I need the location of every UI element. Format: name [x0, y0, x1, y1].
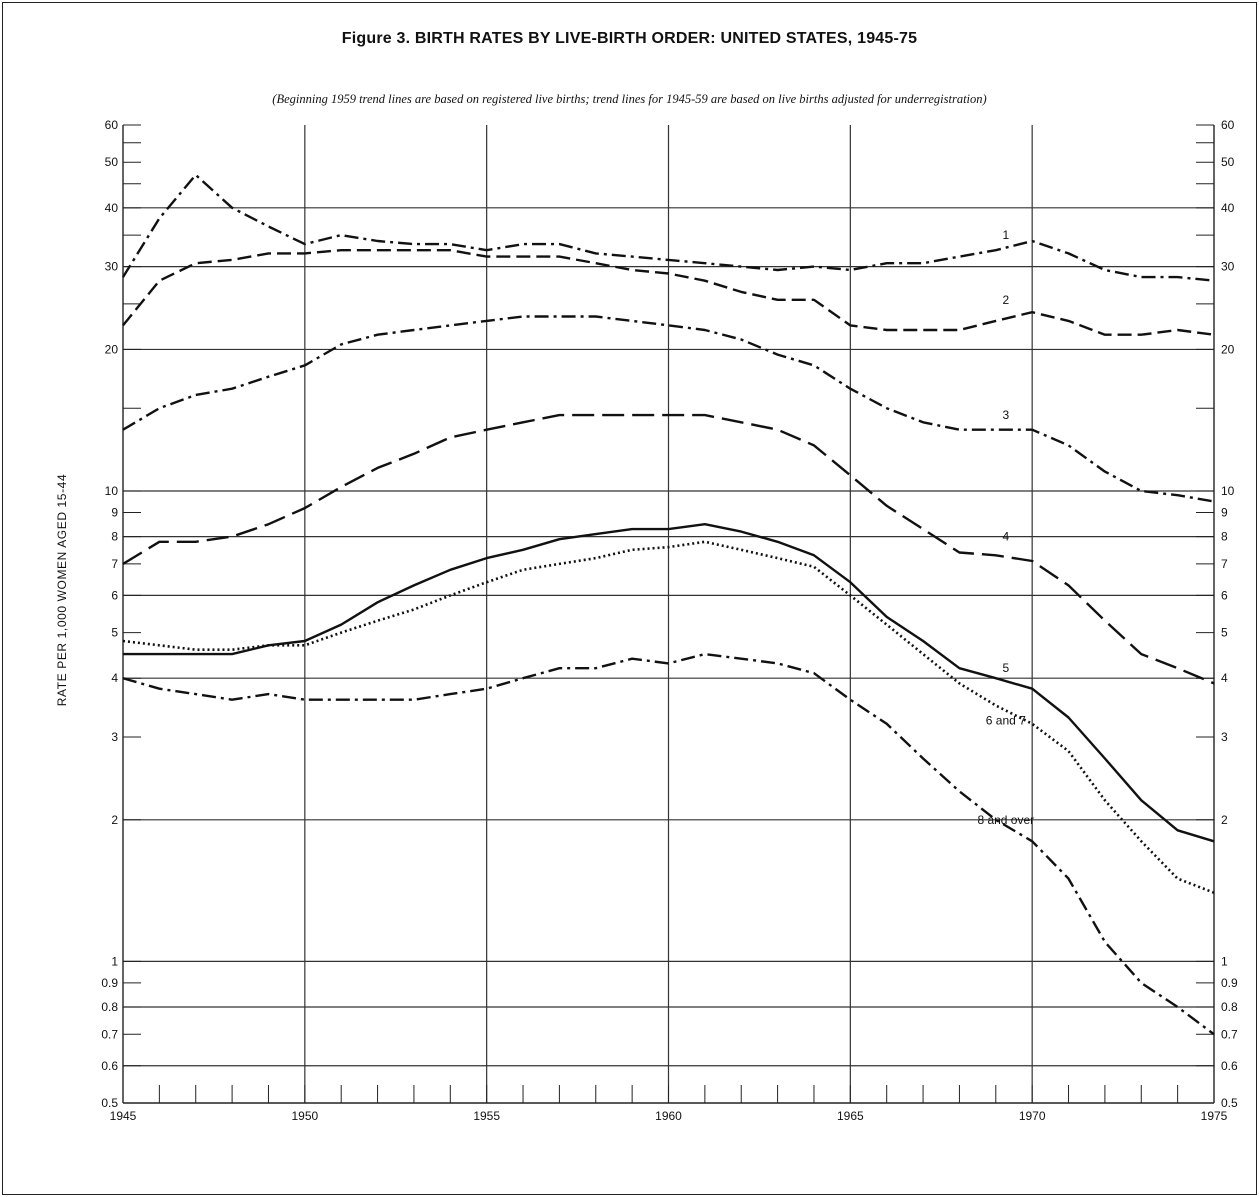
series-label-6-and-7: 6 and 7: [986, 714, 1026, 728]
chart-subtitle: (Beginning 1959 trend lines are based on…: [272, 92, 987, 106]
y-tick-label-left: 5: [111, 626, 118, 640]
series-label-4: 4: [1002, 530, 1009, 544]
x-tick-label: 1950: [291, 1109, 318, 1123]
y-tick-label-left: 8: [111, 530, 118, 544]
x-tick-label: 1955: [473, 1109, 500, 1123]
y-tick-label-left: 0.6: [101, 1059, 118, 1073]
y-tick-label-right: 0.7: [1221, 1027, 1238, 1041]
y-tick-label-right: 2: [1221, 813, 1228, 827]
series-labels: 1 2 3 4 5 6 and 7 8 and over: [977, 228, 1034, 827]
y-tick-label-right: 20: [1221, 342, 1235, 356]
x-tick-label: 1965: [837, 1109, 864, 1123]
y-tick-label-right: 4: [1221, 671, 1228, 685]
y-tick-label-left: 3: [111, 730, 118, 744]
x-tick-label: 1970: [1019, 1109, 1046, 1123]
y-tick-label-left: 7: [111, 557, 118, 571]
y-tick-label-right: 50: [1221, 155, 1235, 169]
y-tick-label-right: 1: [1221, 954, 1228, 968]
y-tick-label-left: 0.7: [101, 1027, 118, 1041]
y-tick-label-left: 1: [111, 954, 118, 968]
y-tick-label-right: 3: [1221, 730, 1228, 744]
y-tick-label-right: 7: [1221, 557, 1228, 571]
chart-title: Figure 3. BIRTH RATES BY LIVE-BIRTH ORDE…: [341, 30, 918, 47]
y-tick-label-left: 20: [105, 342, 119, 356]
series-label-2: 2: [1002, 293, 1009, 307]
grid-lines: [123, 125, 1214, 1103]
series-line-2: [122, 248, 1215, 336]
x-tick-label: 1975: [1201, 1109, 1228, 1123]
y-tick-label-left: 10: [105, 484, 119, 498]
y-tick-label-right: 0.5: [1221, 1096, 1238, 1110]
y-tick-label-left: 9: [111, 506, 118, 520]
y-tick-label-left: 6: [111, 588, 118, 602]
y-tick-label-left: 2: [111, 813, 118, 827]
y-tick-label-left: 30: [105, 260, 119, 274]
y-tick-label-left: 0.5: [101, 1096, 118, 1110]
series-label-5: 5: [1002, 661, 1009, 675]
y-tick-label-left: 0.8: [101, 1000, 118, 1014]
y-tick-label-left: 60: [105, 118, 119, 132]
y-tick-label-right: 0.9: [1221, 976, 1238, 990]
y-tick-label-left: 50: [105, 155, 119, 169]
y-tick-label-right: 6: [1221, 588, 1228, 602]
series-label-1: 1: [1002, 228, 1009, 242]
y-tick-label-right: 40: [1221, 201, 1235, 215]
y-tick-label-right: 10: [1221, 484, 1235, 498]
series-line-4: [122, 413, 1215, 685]
y-tick-label-right: 0.6: [1221, 1059, 1238, 1073]
chart-axes: 0.5 0.5 0.6 0.6 0.7 0.7 0.8 0.8 0.9 0.9 1 1 2 2 3 3 4 4 5 5…: [101, 118, 1238, 1123]
y-tick-label-left: 0.9: [101, 976, 118, 990]
series-line-5: [123, 523, 1215, 843]
series-line-6-and-7: [122, 540, 1215, 894]
x-tick-label: 1945: [110, 1109, 137, 1123]
chart-series: [121, 173, 1215, 1036]
series-line-1: [121, 173, 1215, 282]
y-tick-label-right: 8: [1221, 530, 1228, 544]
y-tick-label-left: 4: [111, 671, 118, 685]
x-tick-label: 1960: [655, 1109, 682, 1123]
series-label-3: 3: [1002, 408, 1009, 422]
y-tick-label-right: 5: [1221, 626, 1228, 640]
series-line-3: [122, 315, 1215, 503]
y-tick-label-right: 9: [1221, 506, 1228, 520]
y-tick-label-right: 0.8: [1221, 1000, 1238, 1014]
series-line-8-and-over: [122, 652, 1215, 1036]
series-label-8-and-over: 8 and over: [977, 813, 1034, 827]
y-tick-label-right: 60: [1221, 118, 1235, 132]
y-tick-label-right: 30: [1221, 260, 1235, 274]
y-tick-label-left: 40: [105, 201, 119, 215]
